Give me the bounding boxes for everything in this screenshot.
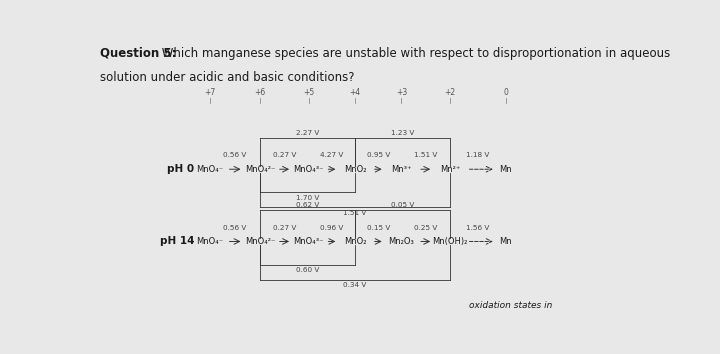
Text: Mn²⁺: Mn²⁺ — [440, 165, 460, 174]
Text: 0.96 V: 0.96 V — [320, 224, 343, 230]
Text: 0.25 V: 0.25 V — [414, 224, 437, 230]
Text: Question 5:: Question 5: — [100, 47, 176, 59]
Text: Which manganese species are unstable with respect to disproportionation in aqueo: Which manganese species are unstable wit… — [158, 47, 670, 59]
Text: Mn³⁺: Mn³⁺ — [391, 165, 412, 174]
Text: +4: +4 — [349, 88, 361, 97]
Text: 0: 0 — [503, 88, 508, 97]
Text: 1.23 V: 1.23 V — [391, 130, 414, 136]
Text: +2: +2 — [444, 88, 456, 97]
Text: 4.27 V: 4.27 V — [320, 152, 343, 158]
Text: 0.27 V: 0.27 V — [273, 224, 296, 230]
Text: Mn: Mn — [500, 165, 512, 174]
Text: solution under acidic and basic conditions?: solution under acidic and basic conditio… — [100, 71, 354, 84]
Text: 0.95 V: 0.95 V — [366, 152, 390, 158]
Text: 0.56 V: 0.56 V — [223, 224, 247, 230]
Text: MnO₂: MnO₂ — [344, 165, 366, 174]
Text: pH 14: pH 14 — [161, 236, 195, 246]
Text: 2.27 V: 2.27 V — [296, 130, 319, 136]
Text: +3: +3 — [396, 88, 407, 97]
Text: 0.56 V: 0.56 V — [223, 152, 247, 158]
Text: 0.05 V: 0.05 V — [391, 202, 414, 208]
Text: MnO₂: MnO₂ — [344, 237, 366, 246]
Text: oxidation states in: oxidation states in — [469, 301, 553, 310]
Text: 1.51 V: 1.51 V — [414, 152, 437, 158]
Text: MnO₄⁻: MnO₄⁻ — [197, 165, 223, 174]
Text: Mn₂O₃: Mn₂O₃ — [389, 237, 414, 246]
Text: 1.18 V: 1.18 V — [466, 152, 490, 158]
Text: MnO₄³⁻: MnO₄³⁻ — [294, 237, 324, 246]
Text: 1.70 V: 1.70 V — [296, 195, 319, 201]
Text: 0.62 V: 0.62 V — [296, 202, 319, 208]
Text: 0.34 V: 0.34 V — [343, 282, 366, 288]
Text: +7: +7 — [204, 88, 215, 97]
Text: MnO₄²⁻: MnO₄²⁻ — [245, 165, 275, 174]
Text: 0.60 V: 0.60 V — [296, 267, 319, 273]
Text: MnO₄⁻: MnO₄⁻ — [197, 237, 223, 246]
Text: 1.56 V: 1.56 V — [466, 224, 490, 230]
Text: +6: +6 — [255, 88, 266, 97]
Text: 0.27 V: 0.27 V — [273, 152, 296, 158]
Text: Mn(OH)₂: Mn(OH)₂ — [432, 237, 467, 246]
Text: MnO₄³⁻: MnO₄³⁻ — [294, 165, 324, 174]
Text: 0.15 V: 0.15 V — [366, 224, 390, 230]
Text: 1.51 V: 1.51 V — [343, 210, 366, 216]
Text: +5: +5 — [303, 88, 315, 97]
Text: Mn: Mn — [500, 237, 512, 246]
Text: MnO₄²⁻: MnO₄²⁻ — [245, 237, 275, 246]
Text: pH 0: pH 0 — [167, 164, 194, 174]
